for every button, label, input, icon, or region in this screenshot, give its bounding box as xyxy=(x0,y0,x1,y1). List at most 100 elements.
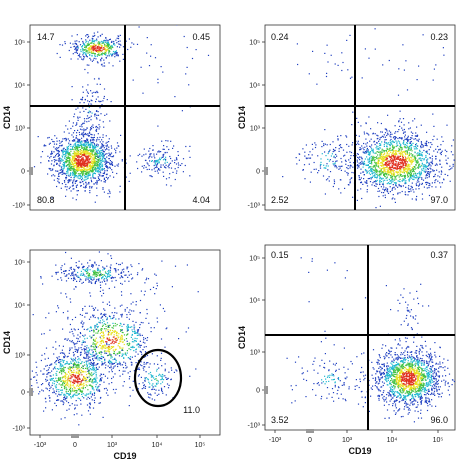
event-dot xyxy=(421,169,423,171)
event-dot xyxy=(381,150,383,152)
event-dot xyxy=(407,146,409,148)
event-dot xyxy=(104,48,106,50)
event-dot xyxy=(145,159,147,162)
event-dot xyxy=(404,155,406,157)
event-dot xyxy=(370,151,372,153)
event-dot xyxy=(121,313,123,315)
event-dot xyxy=(61,160,63,162)
event-dot xyxy=(375,180,377,182)
event-dot xyxy=(311,154,313,156)
event-dot xyxy=(101,144,103,146)
event-dot xyxy=(74,316,77,318)
event-dot xyxy=(54,175,56,177)
event-dot xyxy=(113,352,115,354)
event-dot xyxy=(390,142,392,145)
event-dot xyxy=(92,161,94,163)
event-dot xyxy=(356,165,358,167)
event-dot xyxy=(76,123,78,125)
event-dot xyxy=(380,157,382,159)
event-dot xyxy=(109,329,111,331)
event-dot xyxy=(156,166,158,169)
event-dot xyxy=(57,180,59,182)
event-dot xyxy=(405,60,407,62)
event-dot xyxy=(133,370,135,372)
event-dot xyxy=(63,147,65,149)
event-dot xyxy=(375,164,377,166)
event-dot xyxy=(403,179,405,182)
event-dot xyxy=(74,139,76,141)
event-dot xyxy=(313,168,315,170)
event-dot xyxy=(378,195,380,198)
event-dot xyxy=(121,348,123,350)
event-dot xyxy=(404,147,406,149)
event-dot xyxy=(452,154,454,156)
event-dot xyxy=(87,172,89,174)
event-dot xyxy=(94,201,96,203)
event-dot xyxy=(375,164,377,166)
event-dot xyxy=(107,43,109,45)
event-dot xyxy=(328,176,330,178)
event-dot xyxy=(61,170,63,172)
event-dot xyxy=(340,179,342,181)
event-dot xyxy=(95,352,97,354)
event-dot xyxy=(122,338,124,340)
event-dot xyxy=(343,155,345,157)
event-dot xyxy=(105,57,107,59)
event-dot xyxy=(389,169,392,172)
event-dot xyxy=(366,191,368,193)
event-dot xyxy=(412,170,414,172)
event-dot xyxy=(389,140,391,142)
event-dot xyxy=(372,159,374,161)
event-dot xyxy=(58,181,60,183)
event-dot xyxy=(108,138,110,140)
event-dot xyxy=(416,148,418,150)
event-dot xyxy=(97,164,99,166)
event-dot xyxy=(406,137,408,140)
event-dot xyxy=(100,335,103,337)
event-dot xyxy=(423,158,426,160)
event-dot xyxy=(101,166,104,168)
event-dot xyxy=(112,155,115,157)
event-dot xyxy=(101,33,103,35)
event-dot xyxy=(88,158,90,160)
event-dot xyxy=(84,151,86,153)
event-dot xyxy=(106,55,108,57)
event-dot xyxy=(87,48,89,50)
event-dot xyxy=(413,173,415,175)
event-dot xyxy=(366,189,368,191)
event-dot xyxy=(88,168,90,171)
event-dot xyxy=(75,166,77,168)
event-dot xyxy=(67,182,69,184)
event-dot xyxy=(88,146,90,148)
event-dot xyxy=(94,272,96,274)
event-dot xyxy=(408,154,410,156)
event-dot xyxy=(114,56,116,58)
event-dot xyxy=(122,53,124,55)
event-dot xyxy=(434,180,436,182)
event-dot xyxy=(86,147,88,149)
event-dot xyxy=(373,140,376,142)
event-dot xyxy=(132,79,134,81)
event-dot xyxy=(89,152,91,154)
event-dot xyxy=(76,184,78,186)
event-dot xyxy=(107,324,109,327)
event-dot xyxy=(72,125,74,127)
event-dot xyxy=(398,68,400,70)
event-dot xyxy=(108,54,110,56)
event-dot xyxy=(82,59,84,61)
event-dot xyxy=(83,44,85,46)
event-dot xyxy=(86,350,88,352)
event-dot xyxy=(101,139,103,141)
event-dot xyxy=(449,180,451,182)
event-dot xyxy=(165,158,167,160)
event-dot xyxy=(95,153,97,155)
event-dot xyxy=(386,176,388,178)
event-dot xyxy=(393,172,395,174)
event-dot xyxy=(377,122,379,124)
event-dot xyxy=(92,147,94,149)
event-dot xyxy=(403,69,405,71)
event-dot xyxy=(100,147,102,149)
event-dot xyxy=(88,359,90,361)
event-dot xyxy=(74,40,76,42)
event-dot xyxy=(413,146,415,148)
